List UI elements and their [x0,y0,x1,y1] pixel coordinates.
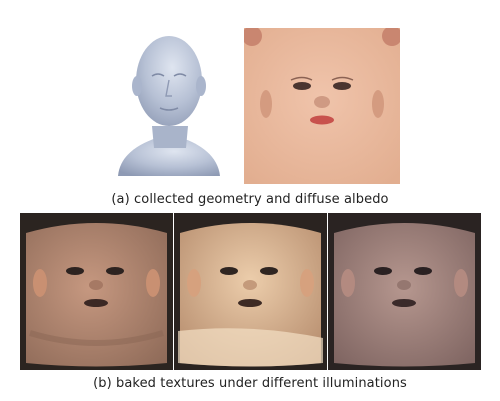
head-geometry-image [118,36,220,176]
caption-b: (b) baked textures under different illum… [93,376,407,391]
baked-texture-cool [328,213,481,370]
baked-textures-strip [20,213,481,370]
baked-texture-warm [20,213,173,370]
baked-texture-bright [174,213,327,370]
diffuse-albedo-image [244,28,400,184]
caption-a: (a) collected geometry and diffuse albed… [111,192,389,207]
